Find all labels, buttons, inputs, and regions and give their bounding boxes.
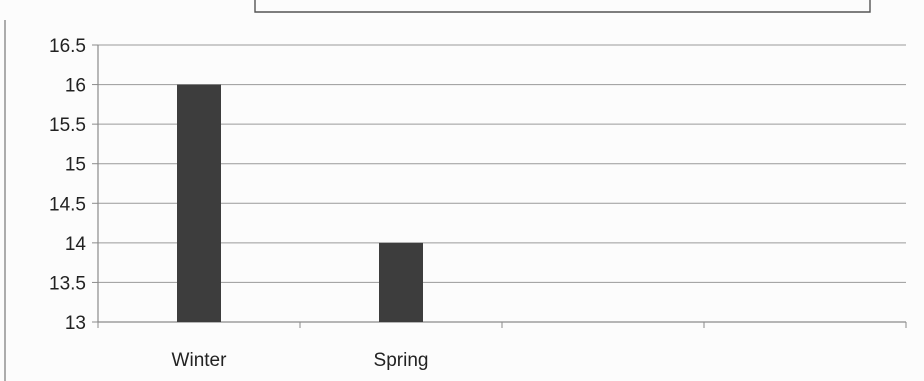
x-category-label: Spring <box>374 350 429 371</box>
y-tick-label: 15 <box>65 155 86 176</box>
y-tick-label: 14 <box>65 234 87 255</box>
y-tick-label: 13 <box>65 313 86 334</box>
y-tick-label: 15.5 <box>49 115 86 136</box>
bars <box>177 84 423 322</box>
y-tick-label: 16 <box>65 76 86 97</box>
y-tick-label: 13.5 <box>49 273 86 294</box>
x-category-labels: Winter Spring <box>172 350 429 371</box>
bar-winter <box>177 84 221 322</box>
y-tick-label: 14.5 <box>49 194 86 215</box>
title-box-frame <box>254 0 871 13</box>
y-tick-labels: 16.5 16 15.5 15 14.5 14 13.5 13 <box>49 36 86 334</box>
x-category-label: Winter <box>172 350 228 371</box>
gridlines <box>98 44 906 283</box>
y-tick-label: 16.5 <box>49 36 86 57</box>
bar-spring <box>379 242 423 322</box>
axes <box>92 44 907 328</box>
